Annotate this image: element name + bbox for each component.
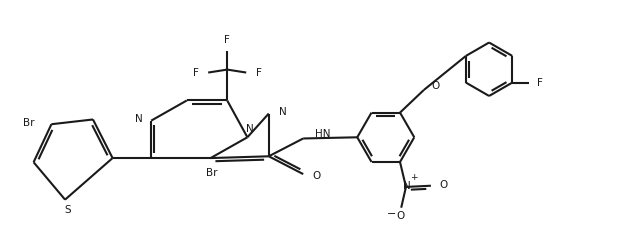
Text: HN: HN [315,129,331,139]
Text: F: F [537,78,543,88]
Text: Br: Br [206,168,218,178]
Text: O: O [439,180,447,189]
Text: N: N [246,124,253,134]
Text: Br: Br [23,118,35,128]
Text: −: − [387,209,396,219]
Text: N: N [403,181,411,191]
Text: O: O [431,82,439,92]
Text: F: F [256,68,262,78]
Text: F: F [225,35,230,45]
Text: F: F [193,68,199,78]
Text: O: O [313,171,321,182]
Text: O: O [396,211,404,221]
Text: S: S [65,205,71,215]
Text: N: N [135,114,142,124]
Text: +: + [410,173,418,182]
Text: N: N [279,107,287,117]
